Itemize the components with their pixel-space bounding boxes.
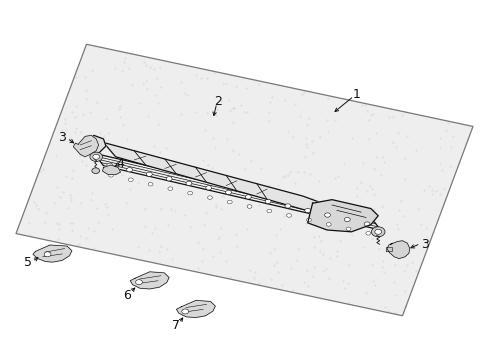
Polygon shape	[103, 143, 322, 212]
Circle shape	[126, 168, 132, 172]
Polygon shape	[176, 300, 215, 318]
Circle shape	[371, 227, 384, 237]
Polygon shape	[102, 165, 120, 175]
Circle shape	[374, 229, 381, 234]
Polygon shape	[386, 241, 409, 258]
Circle shape	[185, 181, 191, 185]
Circle shape	[324, 213, 330, 217]
Polygon shape	[33, 245, 72, 262]
Circle shape	[182, 309, 188, 314]
Circle shape	[146, 172, 152, 176]
Text: 3: 3	[58, 131, 66, 144]
Circle shape	[207, 196, 212, 199]
Circle shape	[344, 217, 349, 222]
Polygon shape	[16, 44, 472, 316]
Text: 3: 3	[421, 238, 428, 251]
Circle shape	[135, 280, 142, 285]
Polygon shape	[94, 153, 380, 230]
Text: 5: 5	[24, 256, 32, 269]
Circle shape	[166, 177, 172, 181]
Text: 4: 4	[116, 157, 124, 170]
Text: 1: 1	[352, 88, 360, 101]
Circle shape	[128, 178, 133, 181]
Circle shape	[106, 163, 112, 167]
Circle shape	[346, 227, 350, 231]
Circle shape	[148, 183, 153, 186]
Circle shape	[364, 222, 369, 226]
Polygon shape	[86, 135, 106, 153]
Polygon shape	[386, 247, 391, 251]
Circle shape	[205, 186, 211, 190]
Circle shape	[325, 222, 330, 226]
Circle shape	[286, 214, 291, 217]
Circle shape	[264, 199, 270, 204]
Circle shape	[187, 192, 192, 195]
Text: 6: 6	[122, 288, 130, 302]
Circle shape	[227, 200, 232, 204]
Circle shape	[225, 190, 231, 194]
Circle shape	[246, 205, 251, 208]
Text: 2: 2	[213, 95, 221, 108]
Circle shape	[245, 195, 251, 199]
Polygon shape	[307, 200, 377, 232]
Polygon shape	[130, 272, 169, 289]
Circle shape	[92, 168, 100, 174]
Polygon shape	[73, 135, 99, 157]
Circle shape	[306, 218, 311, 222]
Circle shape	[167, 187, 172, 190]
Circle shape	[285, 204, 290, 208]
Circle shape	[93, 154, 100, 159]
Circle shape	[108, 174, 113, 177]
Circle shape	[266, 209, 271, 213]
Text: 7: 7	[172, 319, 180, 332]
Circle shape	[304, 208, 310, 213]
Circle shape	[44, 252, 51, 257]
Circle shape	[365, 231, 370, 235]
Circle shape	[90, 152, 102, 161]
